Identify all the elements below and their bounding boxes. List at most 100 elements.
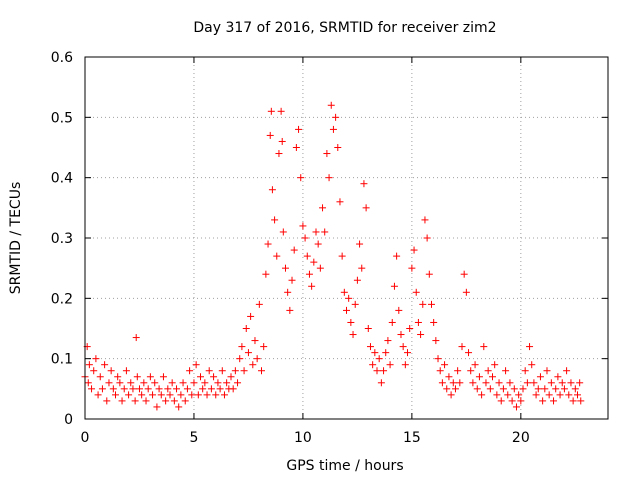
data-point (231, 367, 239, 375)
data-point (278, 137, 286, 145)
x-tick-label: 15 (403, 430, 421, 446)
x-tick-label: 20 (512, 430, 530, 446)
data-point (268, 186, 276, 194)
x-tick-label: 10 (294, 430, 312, 446)
data-point (377, 379, 385, 387)
data-point (281, 264, 289, 272)
data-point (153, 403, 161, 411)
data-point (166, 391, 174, 399)
data-point (512, 403, 520, 411)
data-point (199, 385, 207, 393)
data-point (177, 391, 185, 399)
data-point (576, 379, 584, 387)
data-point (397, 331, 405, 339)
data-point (369, 361, 377, 369)
data-point (188, 391, 196, 399)
data-point (262, 270, 270, 278)
data-point (295, 125, 303, 133)
data-point (194, 391, 202, 399)
data-point (151, 379, 159, 387)
data-point (536, 373, 544, 381)
data-point (519, 385, 527, 393)
data-point (454, 367, 462, 375)
data-point (556, 391, 564, 399)
data-point (417, 331, 425, 339)
data-point (491, 361, 499, 369)
data-point (90, 367, 98, 375)
data-point (506, 379, 514, 387)
data-point (489, 373, 497, 381)
data-point (523, 379, 531, 387)
data-point (327, 101, 335, 109)
axis-ticks: 0 5 10 15 20 0 0.1 0.2 0.3 0.4 0.5 0.6 (51, 50, 608, 446)
data-point (279, 228, 287, 236)
data-point (266, 131, 274, 139)
data-point (499, 385, 507, 393)
data-point (380, 367, 388, 375)
data-point (517, 397, 525, 405)
data-point (127, 379, 135, 387)
data-point (521, 367, 529, 375)
data-point (146, 373, 154, 381)
data-point (88, 385, 96, 393)
data-point (168, 379, 176, 387)
data-point (530, 379, 538, 387)
data-point (267, 107, 275, 115)
data-point (190, 379, 198, 387)
data-point (414, 318, 422, 326)
data-point (129, 385, 137, 393)
data-point (393, 252, 401, 260)
data-point (373, 367, 381, 375)
data-point (560, 385, 568, 393)
data-point (308, 282, 316, 290)
data-point (443, 385, 451, 393)
data-point (565, 391, 573, 399)
data-point (131, 397, 139, 405)
data-point (138, 391, 146, 399)
data-point (390, 282, 398, 290)
data-point (220, 391, 228, 399)
data-point (229, 385, 237, 393)
data-point (196, 373, 204, 381)
chart-title: Day 317 of 2016, SRMTID for receiver zim… (193, 20, 496, 36)
data-point (349, 331, 357, 339)
data-point (299, 222, 307, 230)
data-point (410, 246, 418, 254)
data-point (264, 240, 272, 248)
x-axis-label: GPS time / hours (286, 458, 403, 474)
data-point (292, 144, 300, 151)
data-point (471, 361, 479, 369)
data-point (260, 343, 268, 351)
data-point (541, 385, 549, 393)
data-point (157, 391, 165, 399)
data-point (164, 385, 172, 393)
data-point (288, 276, 296, 284)
data-point (358, 264, 366, 272)
data-point (142, 397, 150, 405)
y-tick-label: 0.3 (51, 231, 73, 247)
data-point (329, 125, 337, 133)
data-point (325, 174, 333, 182)
data-point (125, 391, 133, 399)
data-point (384, 337, 392, 345)
data-point (155, 385, 163, 393)
data-point (240, 367, 248, 375)
data-point (460, 270, 468, 278)
data-point (216, 385, 224, 393)
data-point (109, 385, 117, 393)
data-point (495, 379, 503, 387)
data-point (563, 367, 571, 375)
data-point (251, 337, 259, 345)
data-point (120, 385, 128, 393)
data-point (469, 379, 477, 387)
data-point (401, 361, 409, 369)
y-tick-label: 0.2 (51, 291, 73, 307)
data-point (114, 373, 122, 381)
data-point (353, 276, 361, 284)
data-point (340, 288, 348, 296)
data-point (94, 391, 102, 399)
data-point (112, 391, 120, 399)
data-point (234, 379, 242, 387)
data-point (227, 373, 235, 381)
